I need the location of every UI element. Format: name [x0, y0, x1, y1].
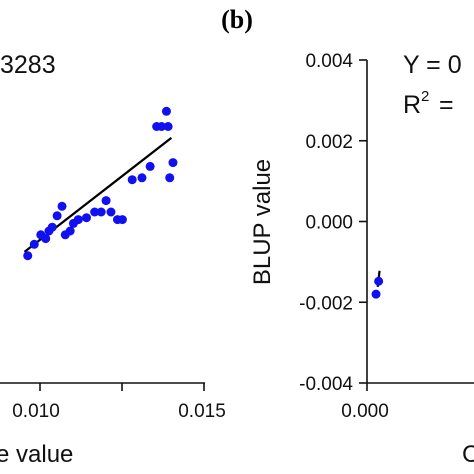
panel-a-data-point — [73, 215, 83, 225]
r2-label: R — [403, 91, 421, 119]
panel-a-points-layer — [23, 106, 178, 261]
panel-a-data-point — [101, 196, 111, 206]
panel-a-data-point — [81, 213, 91, 223]
panel-b: (b) Y = 0 R 2 = 0.000 C 0.004 0.002 0.000 -… — [221, 5, 474, 468]
panel-a-data-point — [165, 173, 175, 183]
panel-b-y-ticks: 0.004 0.002 0.000 -0.002 -0.004 — [299, 51, 367, 395]
panel-b-label: (b) — [221, 5, 253, 34]
panel-b-r-squared: R 2 = — [403, 88, 454, 119]
panel-a-data-point — [90, 207, 100, 217]
panel-b-data-point — [371, 289, 381, 299]
panel-a-annotation: 3283 — [0, 51, 56, 79]
panel-b-y-tick-label: 0.002 — [305, 132, 353, 153]
panel-a-data-point — [23, 251, 33, 261]
panel-a-data-point — [47, 222, 57, 232]
panel-b-x-axis-label: C — [462, 441, 474, 468]
panel-a-data-point — [137, 173, 147, 183]
panel-b-y-tick-label: -0.002 — [299, 293, 353, 314]
panel-a-data-point — [96, 207, 106, 217]
panel-a-data-point — [117, 215, 127, 225]
panel-a-data-point — [127, 175, 137, 185]
panel-b-points-layer — [371, 276, 384, 299]
panel-a-data-point — [52, 211, 62, 221]
panel-b-y-tick-label: -0.004 — [299, 374, 353, 395]
panel-b-data-point — [374, 276, 384, 286]
panel-a-data-point — [41, 234, 51, 244]
panel-a-data-point — [161, 106, 171, 116]
panel-a-data-point — [145, 161, 155, 171]
panel-a-data-point — [157, 122, 167, 131]
panel-a-x-tick-label: 0.015 — [178, 401, 226, 422]
panel-a-data-point — [168, 158, 178, 168]
panel-a-x-axis-label: e value — [0, 441, 73, 468]
panel-a-data-point — [65, 226, 75, 236]
panel-a: 3283 0.010 0.015 e value — [0, 51, 226, 468]
panel-a-data-point — [106, 207, 116, 217]
panel-b-y-axis-label: BLUP value — [249, 159, 276, 285]
panel-b-y-tick-label: 0.004 — [305, 51, 353, 72]
panel-a-data-point — [29, 239, 39, 249]
panel-a-data-point — [57, 201, 67, 211]
panel-b-equation: Y = 0 — [403, 51, 462, 79]
panel-a-x-tick-label: 0.010 — [12, 401, 60, 422]
r2-superscript: 2 — [421, 88, 429, 105]
panel-a-data-point — [163, 122, 173, 131]
panel-b-y-tick-label: 0.000 — [305, 213, 353, 234]
r2-suffix: = — [432, 91, 454, 119]
panel-b-x-tick-label: 0.000 — [341, 401, 389, 422]
